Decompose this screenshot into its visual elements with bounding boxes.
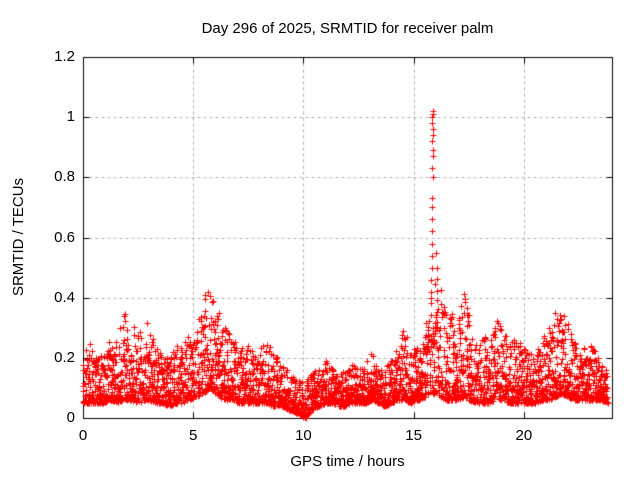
y-tick-label: 1.2	[54, 48, 75, 65]
y-tick-label: 0.8	[54, 168, 75, 186]
y-tick-label: 1	[66, 108, 75, 126]
y-tick-label: 0	[66, 409, 75, 426]
x-tick-label: 15	[405, 427, 422, 444]
x-axis-title: GPS time / hours	[290, 453, 405, 470]
y-tick-label: 0.4	[54, 288, 75, 306]
y-tick-label: 0.6	[54, 228, 75, 246]
x-tick-label: 5	[189, 427, 198, 444]
x-tick-label: 0	[78, 427, 88, 444]
x-tick-label: 20	[515, 427, 533, 444]
y-tick-label: 0.2	[54, 348, 75, 366]
chart-title: Day 296 of 2025, SRMTID for receiver pal…	[201, 20, 494, 37]
x-tick-label: 10	[295, 427, 312, 444]
